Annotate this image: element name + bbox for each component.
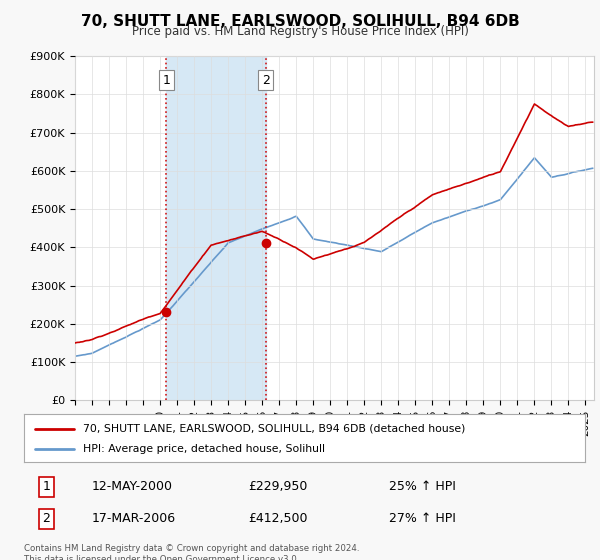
Text: HPI: Average price, detached house, Solihull: HPI: Average price, detached house, Soli… (83, 444, 325, 454)
Text: Price paid vs. HM Land Registry's House Price Index (HPI): Price paid vs. HM Land Registry's House … (131, 25, 469, 38)
Text: 2: 2 (43, 512, 50, 525)
Text: £412,500: £412,500 (248, 512, 308, 525)
Text: 25% ↑ HPI: 25% ↑ HPI (389, 480, 455, 493)
Bar (166, 56, 266, 400)
Text: 17-MAR-2006: 17-MAR-2006 (91, 512, 175, 525)
Text: £229,950: £229,950 (248, 480, 308, 493)
Text: 70, SHUTT LANE, EARLSWOOD, SOLIHULL, B94 6DB (detached house): 70, SHUTT LANE, EARLSWOOD, SOLIHULL, B94… (83, 424, 465, 433)
Text: 27% ↑ HPI: 27% ↑ HPI (389, 512, 455, 525)
Text: 1: 1 (43, 480, 50, 493)
Text: 70, SHUTT LANE, EARLSWOOD, SOLIHULL, B94 6DB: 70, SHUTT LANE, EARLSWOOD, SOLIHULL, B94… (80, 14, 520, 29)
Text: Contains HM Land Registry data © Crown copyright and database right 2024.
This d: Contains HM Land Registry data © Crown c… (24, 544, 359, 560)
Text: 2: 2 (262, 73, 269, 87)
Text: 12-MAY-2000: 12-MAY-2000 (91, 480, 172, 493)
Text: 1: 1 (163, 73, 170, 87)
